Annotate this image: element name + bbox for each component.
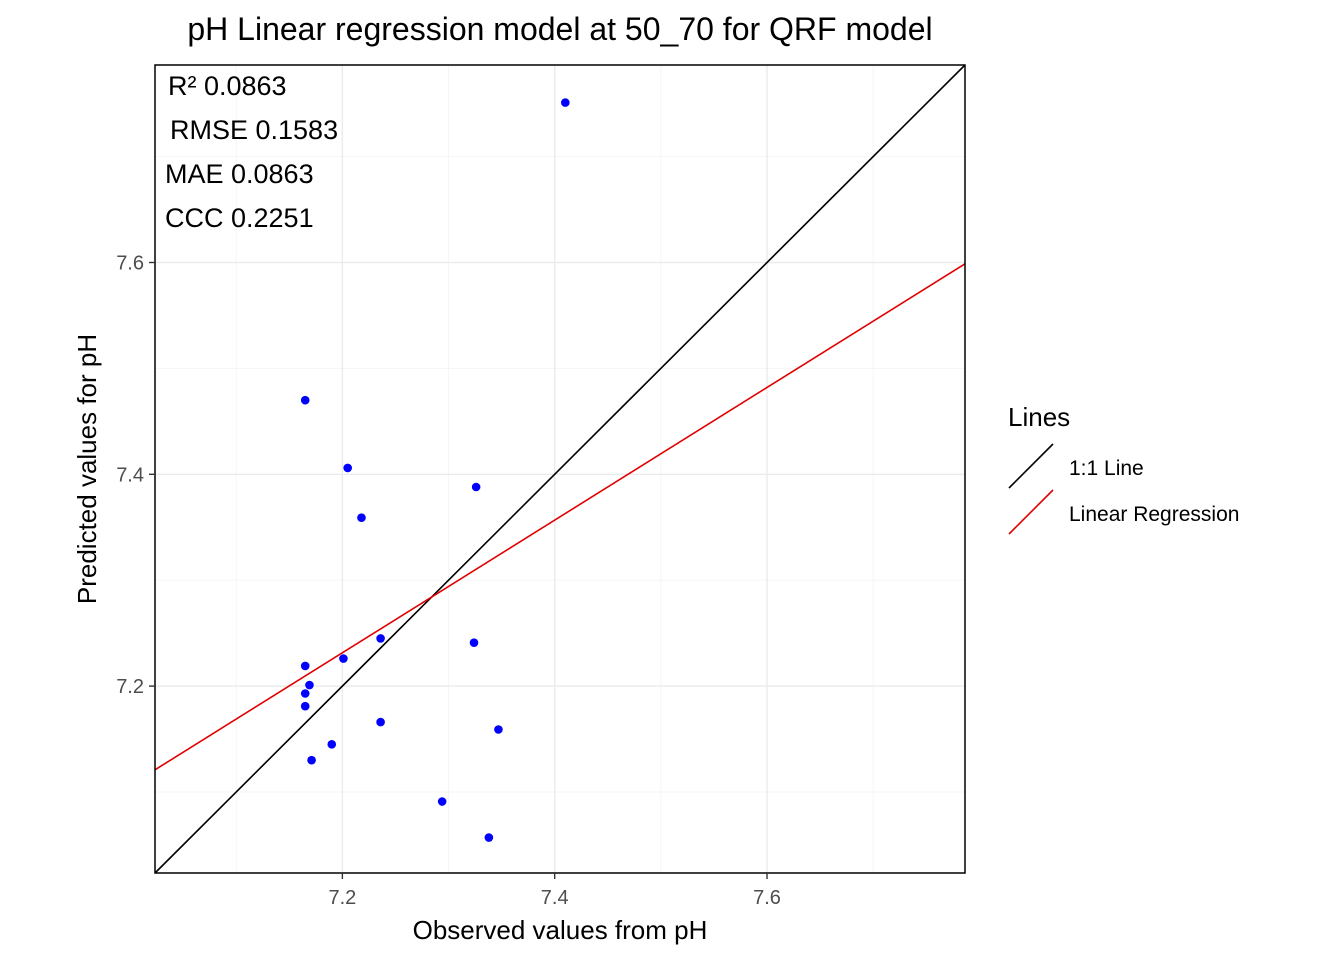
- chart-title: pH Linear regression model at 50_70 for …: [187, 11, 932, 47]
- one-to-one-line: [154, 64, 966, 874]
- legend-title: Lines: [1008, 402, 1070, 432]
- data-point: [300, 661, 310, 671]
- x-tick-label: 7.4: [541, 887, 569, 909]
- data-point: [357, 513, 366, 523]
- data-point: [327, 740, 337, 749]
- legend-label-regression: Linear Regression: [1069, 503, 1239, 526]
- y-tick-label: 7.2: [116, 676, 144, 698]
- legend-key-one-to-one: [1008, 443, 1054, 489]
- data-point: [305, 680, 314, 690]
- x-axis-title: Observed values from pH: [413, 915, 708, 945]
- x-axis-ticks: 7.2 7.4 7.6: [328, 873, 781, 909]
- data-point: [376, 634, 385, 643]
- legend-label-one-to-one: 1:1 Line: [1069, 457, 1144, 480]
- data-point: [471, 482, 481, 492]
- stat-ccc: CCC 0.2251: [165, 203, 314, 233]
- legend-key-regression: [1008, 489, 1054, 535]
- y-axis-title: Predicted values for pH: [72, 334, 102, 604]
- y-tick-label: 7.4: [116, 464, 144, 486]
- stat-r: R² 0.0863: [168, 71, 287, 101]
- data-point: [437, 797, 447, 806]
- y-axis-ticks: 7.2 7.4 7.6: [116, 252, 155, 698]
- data-point: [376, 717, 385, 727]
- data-point: [494, 725, 503, 734]
- reference-lines: [154, 64, 966, 874]
- data-point: [300, 689, 310, 698]
- panel-border: [154, 64, 966, 874]
- x-tick-label: 7.6: [753, 887, 781, 909]
- data-point: [307, 755, 316, 765]
- data-point: [561, 98, 570, 107]
- stat-rmse: RMSE 0.1583: [170, 115, 338, 145]
- data-point: [469, 638, 479, 647]
- linear-regression-line: [154, 263, 966, 771]
- y-tick-label: 7.6: [116, 252, 144, 274]
- data-points: [300, 98, 570, 842]
- legend: Lines 1:1 Line Linear Regression: [1008, 402, 1239, 535]
- stats-annotation: R² 0.0863 RMSE 0.1583 MAE 0.0863 CCC 0.2251: [165, 71, 338, 233]
- data-point: [343, 463, 352, 473]
- data-point: [300, 395, 310, 405]
- x-tick-label: 7.2: [328, 887, 356, 909]
- stat-mae: MAE 0.0863: [165, 159, 314, 189]
- data-point: [484, 833, 494, 842]
- data-point: [300, 701, 310, 711]
- data-point: [339, 654, 348, 663]
